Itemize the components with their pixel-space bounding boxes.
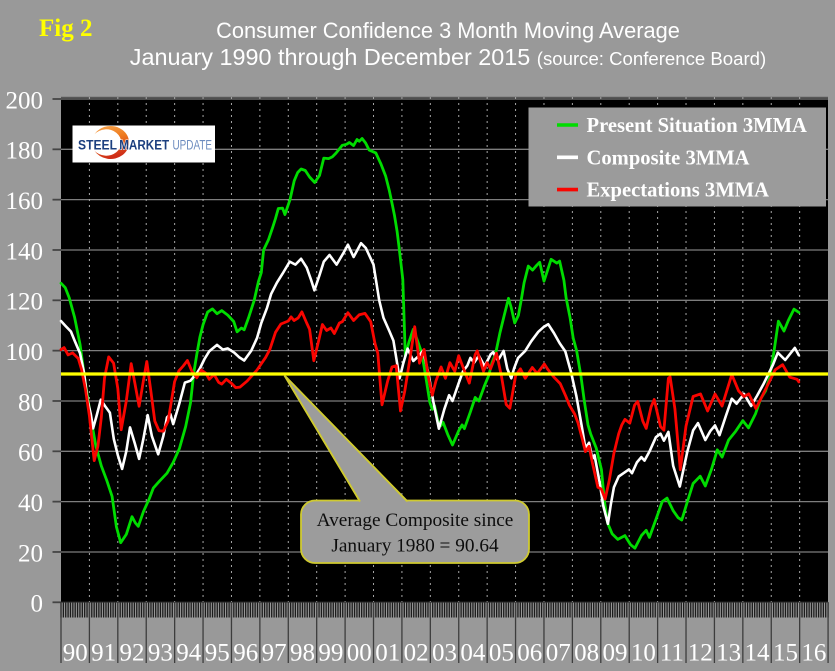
svg-text:January 1980 = 90.64: January 1980 = 90.64 xyxy=(331,536,499,557)
svg-text:97: 97 xyxy=(262,640,287,667)
svg-text:15: 15 xyxy=(773,640,798,667)
svg-text:120: 120 xyxy=(6,289,44,316)
svg-text:96: 96 xyxy=(233,640,258,667)
svg-text:UPDATE: UPDATE xyxy=(173,138,213,153)
svg-text:200: 200 xyxy=(6,87,44,114)
svg-text:180: 180 xyxy=(6,138,44,165)
svg-text:0: 0 xyxy=(31,591,44,618)
svg-text:16: 16 xyxy=(801,640,826,667)
svg-text:14: 14 xyxy=(745,640,771,667)
svg-text:140: 140 xyxy=(6,238,44,265)
svg-text:00: 00 xyxy=(347,640,372,667)
svg-text:91: 91 xyxy=(91,640,116,667)
svg-text:98: 98 xyxy=(290,640,315,667)
svg-text:160: 160 xyxy=(6,188,44,215)
svg-text:94: 94 xyxy=(176,640,202,667)
svg-text:92: 92 xyxy=(120,640,145,667)
svg-text:Expectations 3MMA: Expectations 3MMA xyxy=(587,180,770,202)
svg-text:04: 04 xyxy=(460,640,486,667)
svg-text:08: 08 xyxy=(574,640,599,667)
svg-text:Present Situation 3MMA: Present Situation 3MMA xyxy=(587,115,808,137)
svg-text:MARKET: MARKET xyxy=(119,138,170,153)
svg-text:Average Composite since: Average Composite since xyxy=(317,510,514,531)
svg-text:95: 95 xyxy=(205,640,230,667)
svg-text:02: 02 xyxy=(404,640,429,667)
svg-text:13: 13 xyxy=(716,640,741,667)
svg-text:90: 90 xyxy=(63,640,88,667)
svg-text:STEEL: STEEL xyxy=(78,138,117,153)
svg-text:09: 09 xyxy=(603,640,628,667)
svg-text:99: 99 xyxy=(318,640,343,667)
svg-text:11: 11 xyxy=(660,640,684,667)
svg-text:20: 20 xyxy=(18,540,43,567)
svg-text:40: 40 xyxy=(18,490,43,517)
svg-text:Composite 3MMA: Composite 3MMA xyxy=(587,147,750,169)
svg-text:01: 01 xyxy=(375,640,400,667)
svg-text:93: 93 xyxy=(148,640,173,667)
svg-text:100: 100 xyxy=(6,339,44,366)
svg-text:60: 60 xyxy=(18,440,43,467)
svg-text:12: 12 xyxy=(688,640,713,667)
svg-text:80: 80 xyxy=(18,389,43,416)
svg-text:10: 10 xyxy=(631,640,656,667)
svg-text:06: 06 xyxy=(517,640,542,667)
svg-text:07: 07 xyxy=(546,640,571,667)
svg-text:03: 03 xyxy=(432,640,457,667)
svg-text:05: 05 xyxy=(489,640,514,667)
